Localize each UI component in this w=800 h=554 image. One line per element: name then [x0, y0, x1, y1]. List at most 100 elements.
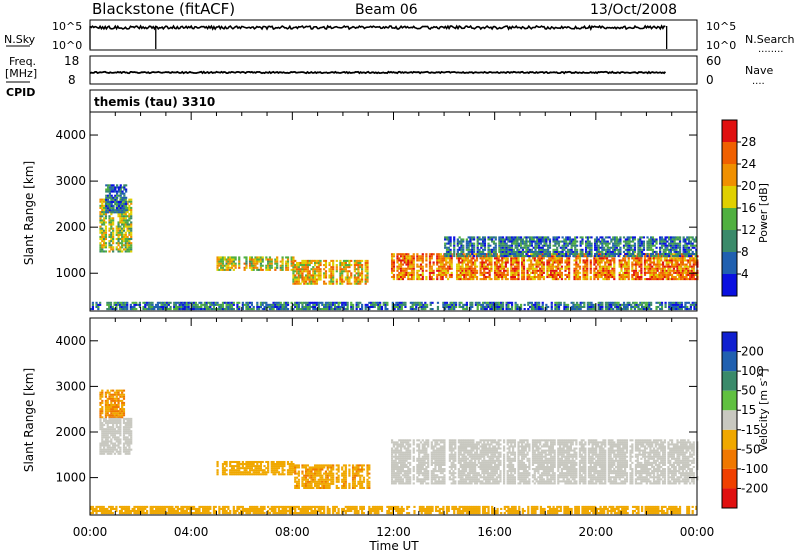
power-cell: [126, 202, 129, 205]
power-cell: [630, 236, 633, 239]
power-cell: [314, 274, 317, 277]
power-cell: [512, 255, 515, 258]
power-cell: [290, 308, 293, 311]
power-cell: [270, 303, 273, 306]
power-cell: [110, 246, 113, 249]
power-cell: [401, 259, 405, 262]
power-cell: [645, 278, 648, 281]
power-cell: [101, 246, 104, 249]
power-cell: [588, 305, 591, 309]
power-cell: [474, 275, 477, 279]
power-cell: [575, 250, 579, 253]
power-cell: [527, 240, 530, 243]
power-cell: [525, 248, 528, 251]
power-cell: [418, 265, 421, 268]
velocity-cell: [113, 452, 117, 455]
power-cell: [364, 270, 367, 273]
power-cell: [418, 259, 421, 262]
power-cell: [306, 278, 309, 281]
power-cell: [428, 253, 432, 256]
power-cell: [439, 257, 442, 260]
power-cell: [568, 269, 571, 272]
power-cell: [403, 261, 406, 264]
power-cell: [333, 303, 337, 306]
power-cell: [500, 240, 503, 243]
power-cell: [460, 252, 463, 256]
power-cell: [465, 242, 468, 245]
power-cell: [308, 280, 311, 283]
power-cell: [416, 275, 419, 279]
power-cell: [633, 273, 636, 276]
power-cell: [432, 263, 435, 266]
power-cell: [247, 305, 250, 309]
power-cell: [640, 271, 643, 274]
power-cell: [624, 278, 627, 281]
velocity-cell: [113, 444, 117, 447]
power-cell: [583, 301, 586, 304]
power-cell: [561, 246, 564, 249]
power-cell: [225, 308, 228, 311]
power-cell: [602, 271, 605, 274]
power-cell: [119, 207, 122, 210]
power-cell: [467, 242, 470, 245]
power-cell: [557, 259, 560, 262]
power-cell: [299, 261, 302, 265]
power-cell: [337, 308, 340, 311]
power-cell: [160, 305, 163, 309]
velocity-cell: [101, 395, 104, 398]
power-cell: [174, 305, 178, 309]
power-cell: [608, 252, 611, 256]
power-cell: [691, 246, 694, 249]
power-cell: [453, 301, 456, 304]
velocity-cell: [106, 442, 109, 445]
power-cell: [469, 255, 472, 258]
power-cell: [108, 244, 111, 247]
velocity-cell: [99, 452, 102, 455]
power-cell: [575, 308, 579, 311]
velocity-cell: [117, 393, 120, 396]
power-cell: [125, 196, 128, 199]
power-cell: [507, 305, 510, 309]
power-cell: [116, 184, 119, 187]
power-cell: [128, 215, 131, 218]
power-cell: [681, 275, 685, 279]
power-cell: [514, 236, 517, 239]
power-cell: [114, 190, 117, 193]
power-cell: [124, 244, 127, 247]
power-cell: [391, 303, 394, 306]
power-cell: [528, 242, 532, 245]
power-cell: [636, 275, 639, 279]
power-cell: [274, 305, 277, 309]
power-cell: [445, 255, 449, 258]
power-cell: [106, 301, 109, 304]
power-cell: [256, 260, 259, 263]
power-cell: [229, 301, 232, 304]
power-cell: [568, 238, 571, 241]
power-cell: [330, 303, 333, 306]
power-cell: [430, 278, 433, 281]
power-cell: [496, 305, 499, 309]
power-cell: [353, 264, 356, 267]
power-cell: [555, 259, 558, 262]
power-cell: [661, 278, 665, 281]
power-cell: [570, 242, 573, 245]
power-cell: [465, 257, 468, 260]
power-cell: [471, 242, 474, 245]
velocity-cell: [121, 389, 124, 392]
power-cell: [410, 273, 414, 276]
power-cell: [539, 242, 543, 245]
power-cell: [546, 275, 549, 279]
power-cell: [595, 259, 598, 262]
power-cell: [653, 240, 656, 243]
power-cell: [405, 273, 408, 276]
power-cell: [584, 275, 587, 279]
power-cell: [353, 268, 356, 271]
power-cell: [445, 261, 448, 264]
power-cell: [432, 271, 435, 274]
power-cell: [476, 308, 479, 311]
power-cell: [517, 271, 520, 274]
power-cell: [400, 305, 403, 309]
power-cell: [128, 246, 131, 249]
power-cell: [366, 270, 369, 273]
power-cell: [523, 303, 526, 306]
